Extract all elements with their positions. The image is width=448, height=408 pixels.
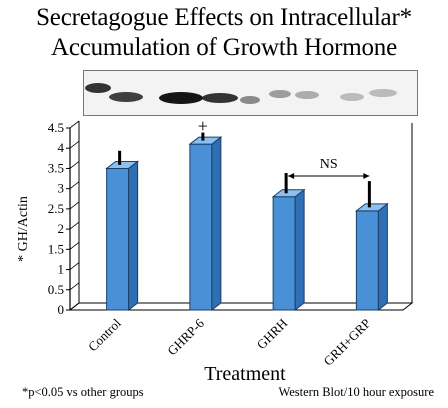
western-blot-bands [85,83,397,104]
y-tick-label: 0 [58,302,65,317]
y-tick-diagonal [69,262,80,270]
x-tick-label: GHRP-6 [164,315,207,358]
y-tick-label: 1 [58,262,65,277]
y-tick-label: 4 [58,140,65,155]
bar-top [188,136,223,145]
y-tick-label: 2.5 [48,201,64,216]
y-tick-diagonal [69,282,80,291]
y-tick-label: 2 [58,221,65,236]
bar-top [271,189,306,198]
bar-side [128,160,139,312]
bar-front [272,196,296,311]
bar-top [105,160,140,169]
footnote-exposure: Western Blot/10 hour exposure [278,385,434,399]
y-tick-diagonal [69,302,80,311]
y-tick-diagonal [69,140,80,149]
bar-top [354,203,389,212]
y-tick-diagonal [69,201,80,210]
western-blot-image [83,70,418,116]
y-tick-diagonal [69,161,80,169]
ns-arrowhead-left [288,173,295,179]
x-tick-label: GRH+GRP [320,316,373,369]
y-tick-label: 4.5 [48,120,64,135]
x-axis-label: Treatment [204,363,286,385]
bar-front [189,143,213,311]
y-tick-label: 3.5 [48,160,64,175]
footnote-significance: *p<0.05 vs other groups [22,385,144,399]
y-tick-diagonal [69,242,80,250]
y-axis-label: * GH/Actin [16,196,31,262]
bar-front [106,167,130,311]
chart-title-line-2: Accumulation of Growth Hormone [50,34,397,61]
bar-side [211,136,222,312]
y-tick-diagonal [69,120,80,129]
chart-title-line-1: Secretagogue Effects on Intracellular* [36,4,412,31]
y-tick-label: 3 [58,181,65,196]
ns-arrowhead-right [363,173,370,179]
x-tick-label: Control [85,315,124,354]
y-tick-label: 0.5 [48,282,64,297]
y-tick-diagonal [69,221,80,230]
significance-marker: + [198,116,208,136]
chart-bars [105,132,389,312]
ns-label: NS [320,157,338,172]
x-tick-label: GHRH [254,316,291,353]
bar-front [355,210,379,311]
bar-side [294,188,305,312]
y-tick-label: 1.5 [48,241,64,256]
bar-side [377,202,388,312]
y-tick-diagonal [69,181,80,189]
